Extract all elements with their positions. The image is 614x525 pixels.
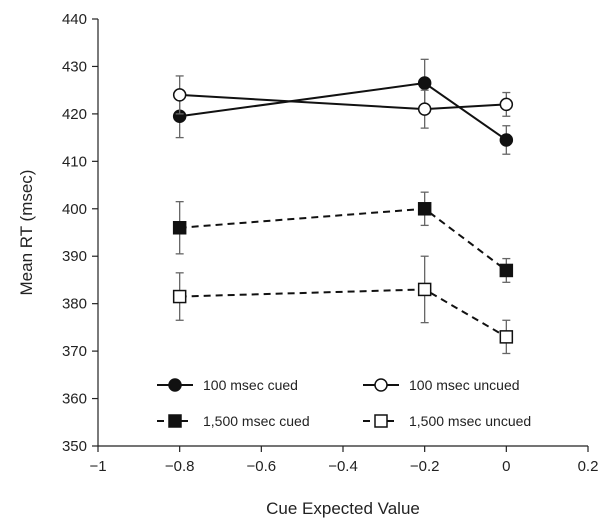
- legend-item: 1,500 msec cued: [157, 413, 310, 429]
- data-point: [499, 330, 514, 344]
- data-point: [417, 282, 432, 297]
- legend-item: 100 msec uncued: [363, 377, 520, 393]
- legend-marker: [374, 378, 388, 392]
- legend-label: 100 msec cued: [203, 377, 298, 393]
- data-point: [417, 102, 432, 116]
- legend-marker: [374, 414, 388, 428]
- x-tick-label: −1: [89, 458, 106, 475]
- y-tick-label: 370: [62, 343, 87, 360]
- data-point: [499, 133, 514, 147]
- x-tick-label: −0.2: [410, 458, 440, 475]
- legend-marker: [168, 378, 182, 392]
- series-line: [179, 288, 507, 338]
- legend-label: 100 msec uncued: [409, 377, 520, 393]
- x-tick-label: 0: [502, 458, 510, 475]
- y-tick-label: 380: [62, 296, 87, 313]
- data-point: [499, 263, 514, 278]
- x-tick-label: 0.2: [578, 458, 599, 475]
- y-tick-label: 360: [62, 391, 87, 408]
- axes: 350 360 370 380 390 400 410 420 430 440 −1 −0.8 −0.6…: [62, 11, 598, 475]
- legend-label: 1,500 msec uncued: [409, 413, 531, 429]
- series-line: [179, 82, 507, 141]
- series-line: [179, 93, 507, 111]
- y-tick-label: 400: [62, 201, 87, 218]
- x-axis-title: Cue Expected Value: [266, 499, 420, 518]
- series-3: [172, 255, 514, 355]
- x-tick-label: −0.4: [328, 458, 358, 475]
- y-tick-label: 350: [62, 438, 87, 455]
- legend-item: 100 msec cued: [157, 377, 298, 393]
- series-2: [172, 191, 514, 283]
- data-point: [172, 221, 187, 235]
- y-tick-label: 410: [62, 153, 87, 170]
- x-tick-label: −0.8: [165, 458, 195, 475]
- legend-label: 1,500 msec cued: [203, 413, 310, 429]
- series-line: [179, 207, 507, 272]
- legend-item: 1,500 msec uncued: [363, 413, 531, 429]
- y-tick-label: 390: [62, 248, 87, 265]
- legend: 100 msec cued 100 msec uncued 1,500 msec c…: [157, 377, 531, 429]
- data-point: [172, 289, 187, 304]
- data-point: [417, 76, 432, 90]
- y-tick-label: 430: [62, 58, 87, 75]
- data-point: [499, 97, 514, 112]
- x-tick-label: −0.6: [247, 458, 277, 475]
- y-tick-label: 420: [62, 106, 87, 123]
- data-point: [172, 88, 187, 102]
- series-layer: [172, 58, 514, 355]
- series-1: [172, 75, 514, 129]
- y-tick-label: 440: [62, 11, 87, 28]
- y-axis-title: Mean RT (msec): [17, 170, 36, 296]
- legend-marker: [168, 414, 182, 428]
- data-point: [417, 202, 432, 216]
